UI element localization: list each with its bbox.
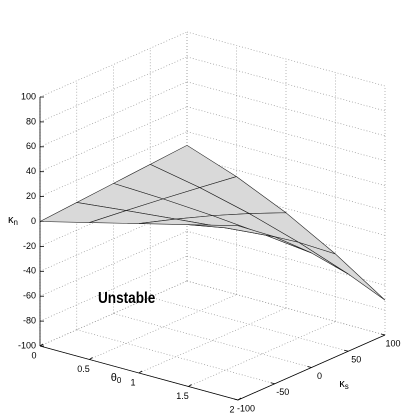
axis-label-symbol: κ	[8, 214, 14, 226]
grid-line	[76, 329, 275, 385]
tick-mark	[233, 398, 239, 401]
grid-line	[39, 81, 188, 148]
axis-label: κs	[339, 378, 349, 391]
y-tick-label: -100	[237, 403, 255, 413]
y-tick-label: -50	[276, 387, 289, 397]
tick-mark	[344, 349, 349, 352]
z-tick-label: 80	[26, 116, 36, 126]
x-tick-label: 0	[31, 350, 36, 360]
y-tick-label: 0	[317, 371, 322, 381]
annotation: Unstable	[98, 290, 155, 307]
grid-line	[186, 31, 386, 87]
y-tick-label: 100	[385, 338, 400, 348]
z-tick-label: -60	[23, 291, 36, 301]
z-tick-label: -40	[23, 266, 36, 276]
y-tick-label: 50	[351, 355, 361, 365]
x-tick-label: 2	[229, 404, 234, 414]
axis-label-subscript: 0	[117, 376, 122, 385]
z-tick-label: -100	[18, 340, 36, 350]
surface-patch	[188, 224, 275, 238]
z-tick-label: -20	[23, 241, 36, 251]
tick-mark	[138, 370, 143, 374]
x-tick-label: 0.5	[77, 364, 90, 374]
tick-mark	[188, 384, 192, 387]
z-tick-label: 40	[26, 166, 36, 176]
tick-mark	[89, 357, 93, 360]
axis-label: κn	[8, 214, 18, 227]
grid-line	[186, 81, 386, 137]
grid-line	[186, 280, 386, 336]
grid-line	[113, 313, 312, 368]
z-tick-label: -80	[23, 315, 36, 325]
grid-line	[186, 56, 386, 112]
z-tick-label: 100	[21, 91, 36, 101]
tick-mark	[380, 333, 386, 336]
x-tick-label: 1.5	[176, 391, 189, 401]
axis-label-symbol: κ	[339, 378, 345, 390]
axis-label-subscript: s	[345, 382, 349, 391]
tick-mark	[237, 397, 242, 401]
tick-mark	[307, 366, 312, 368]
grid-line	[186, 131, 386, 186]
axis-label: θ0	[111, 372, 122, 385]
tick-mark	[270, 382, 275, 385]
axis-label-subscript: n	[14, 218, 18, 227]
grid-line	[150, 296, 349, 352]
axis-label-symbol: θ	[111, 372, 117, 384]
x-tick-label: 1	[130, 377, 135, 387]
grid-line	[186, 156, 386, 211]
tick-mark	[39, 343, 44, 347]
z-tick-label: 20	[26, 191, 36, 201]
z-tick-label: 0	[31, 216, 36, 226]
z-tick-label: 60	[26, 141, 36, 151]
